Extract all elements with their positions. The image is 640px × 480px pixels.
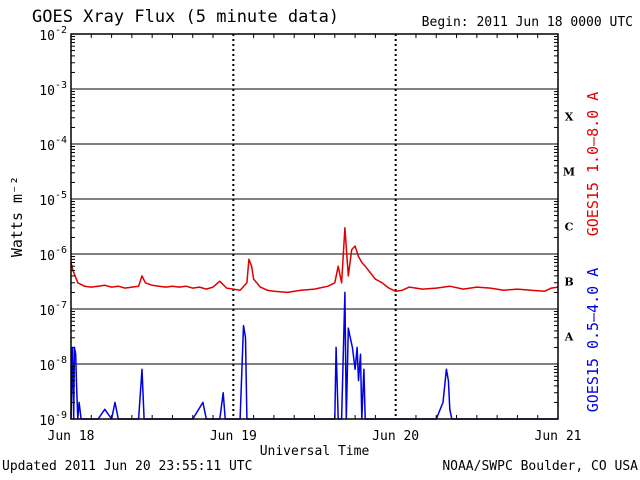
x-tick-label: Jun 18: [48, 429, 95, 444]
y-tick-label: 10-4: [39, 135, 67, 154]
flare-class-label: B: [564, 276, 573, 289]
y-tick-base: 10: [39, 249, 55, 264]
credit-label: NOAA/SWPC Boulder, CO USA: [442, 459, 638, 474]
y-tick-base: 10: [39, 29, 55, 44]
y-tick-base: 10: [39, 414, 55, 429]
y-tick-label: 10-5: [39, 190, 67, 209]
x-axis-label: Universal Time: [260, 444, 370, 459]
y-tick-label: 10-3: [39, 80, 67, 99]
y-tick-exponent: -4: [55, 135, 67, 146]
y-tick-label: 10-6: [39, 245, 67, 264]
y-tick-label: 10-8: [39, 355, 67, 374]
chart-title: GOES Xray Flux (5 minute data): [32, 7, 340, 27]
y-tick-exponent: -5: [55, 190, 67, 201]
x-tick-label: Jun 20: [372, 429, 419, 444]
flare-class-label: C: [565, 221, 574, 234]
y-tick-base: 10: [39, 139, 55, 154]
y-tick-base: 10: [39, 84, 55, 99]
y-tick-exponent: -3: [55, 80, 67, 91]
flare-class-label: X: [565, 111, 574, 124]
y-tick-base: 10: [39, 359, 55, 374]
begin-label: Begin: 2011 Jun 18 0000 UTC: [421, 15, 633, 30]
series-short-line: [70, 291, 558, 420]
updated-label: Updated 2011 Jun 20 23:55:11 UTC: [2, 459, 253, 474]
series-long-name: GOES15 1.0–8.0 A: [584, 92, 602, 237]
y-tick-label: 10-2: [39, 25, 67, 44]
y-tick-base: 10: [39, 194, 55, 209]
plot-frame: [70, 33, 559, 420]
series-long-line: [70, 227, 559, 294]
series-short-name: GOES15 0.5–4.0 A: [584, 268, 602, 413]
y-tick-exponent: -7: [55, 300, 67, 311]
y-tick-label: 10-7: [39, 300, 67, 319]
flare-class-label: M: [563, 166, 575, 179]
y-tick-exponent: -2: [55, 25, 67, 36]
x-tick-label: Jun 19: [210, 429, 257, 444]
y-tick-base: 10: [39, 304, 55, 319]
y-tick-label: 10-9: [39, 410, 67, 429]
flare-class-label: A: [564, 331, 574, 344]
x-tick-label: Jun 21: [535, 429, 582, 444]
y-tick-exponent: -8: [55, 355, 67, 366]
y-tick-exponent: -6: [55, 245, 67, 256]
y-axis-label: Watts m⁻²: [8, 176, 26, 257]
y-tick-exponent: -9: [55, 410, 67, 421]
